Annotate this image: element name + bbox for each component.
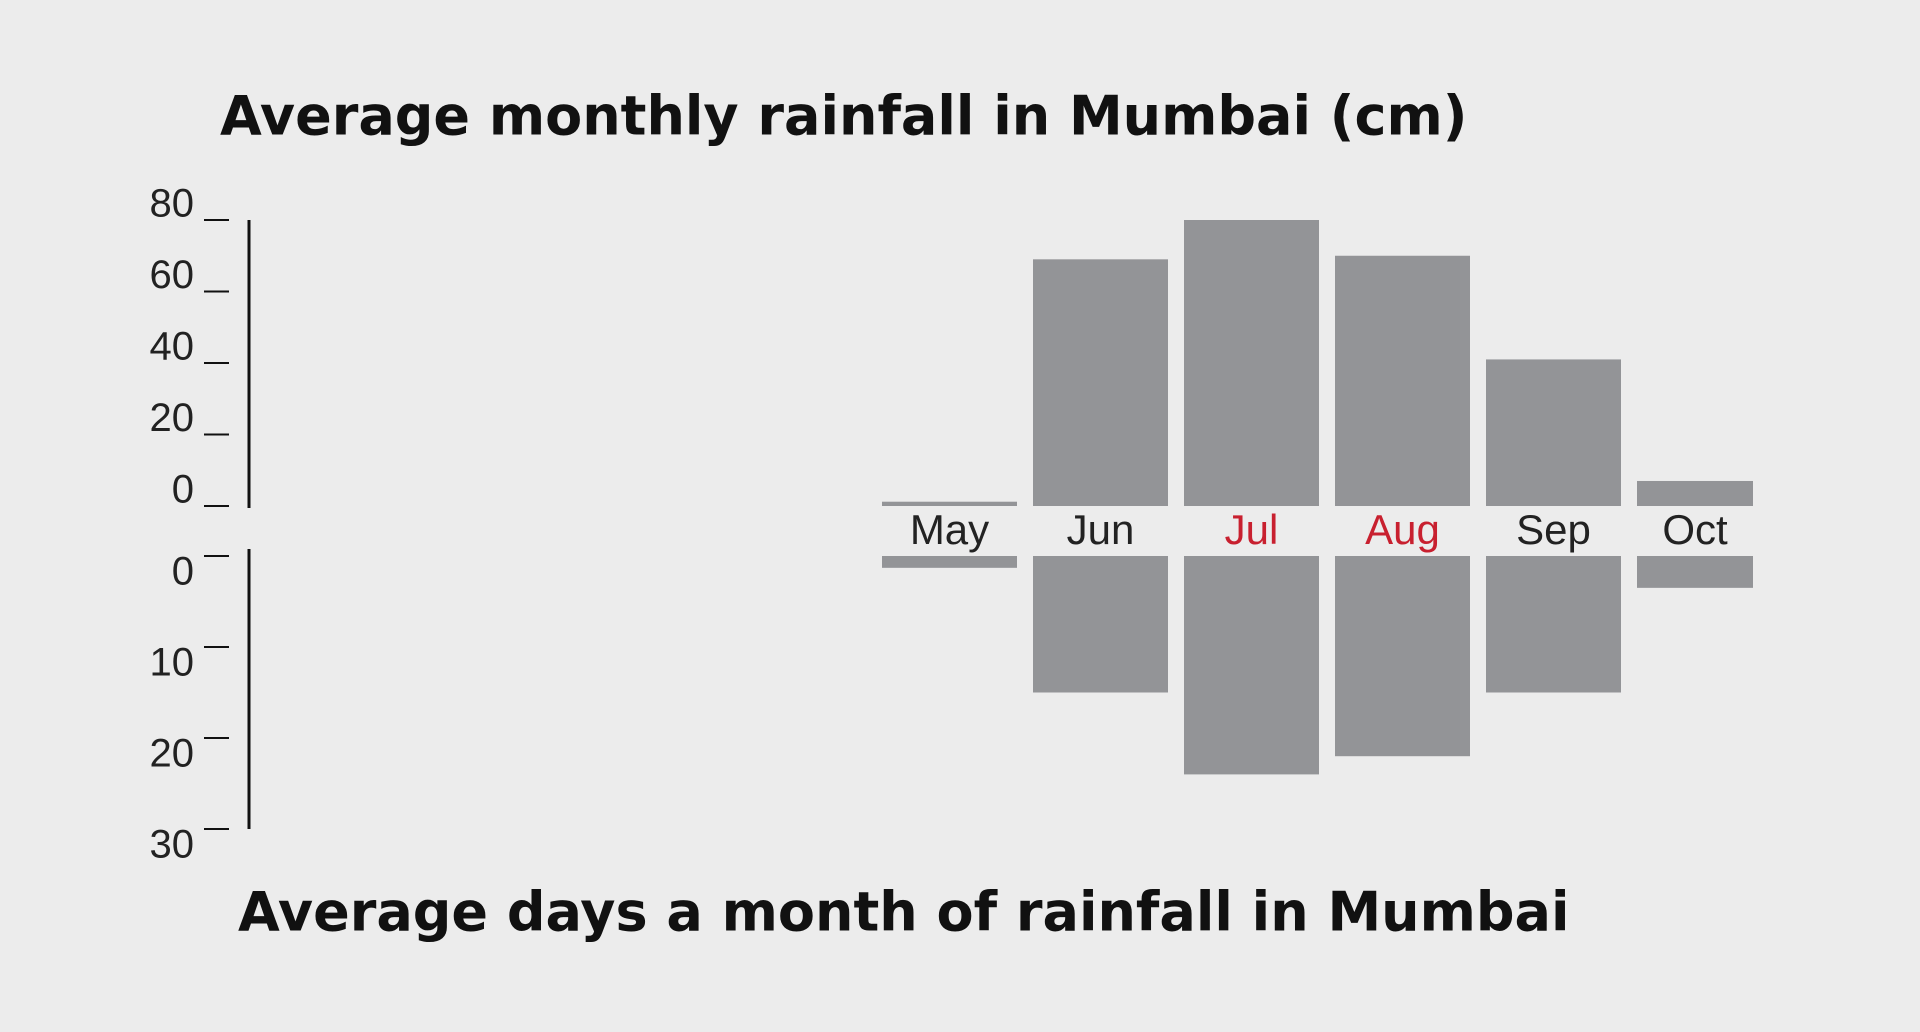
bar [1335, 556, 1470, 757]
y-tick-label: 60 [150, 253, 195, 297]
chart-title: Average monthly rainfall in Mumbai (cm) [220, 85, 1467, 148]
y-tick-label: 0 [172, 468, 194, 512]
bar [1033, 259, 1168, 506]
chart-title: Average days a month of rainfall in Mumb… [238, 881, 1570, 944]
bar [1486, 359, 1621, 506]
x-tick-label: Jun [1067, 506, 1135, 553]
bar [1637, 480, 1753, 506]
y-tick-label: 40 [150, 325, 195, 369]
y-tick-label: 20 [150, 732, 195, 776]
bar [1486, 556, 1621, 693]
y-tick-label: 80 [150, 182, 195, 226]
bar [882, 556, 1017, 568]
bar [882, 501, 1017, 506]
y-tick-label: 30 [150, 823, 195, 867]
x-tick-label: Sep [1516, 506, 1591, 553]
bar [1184, 220, 1319, 506]
y-tick-label: 0 [172, 550, 194, 594]
x-tick-label: May [910, 506, 989, 553]
x-tick-label: Aug [1365, 506, 1440, 553]
y-tick-label: 10 [150, 641, 195, 685]
bar [1184, 556, 1319, 775]
bar [1637, 556, 1753, 588]
x-tick-label: Jul [1225, 506, 1279, 553]
x-tick-label: Oct [1662, 506, 1728, 553]
bar [1335, 255, 1470, 506]
bar [1033, 556, 1168, 693]
y-tick-label: 20 [150, 396, 195, 440]
